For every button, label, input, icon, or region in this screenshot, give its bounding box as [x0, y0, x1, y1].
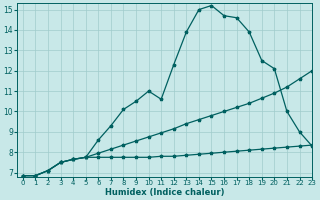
X-axis label: Humidex (Indice chaleur): Humidex (Indice chaleur) — [105, 188, 224, 197]
